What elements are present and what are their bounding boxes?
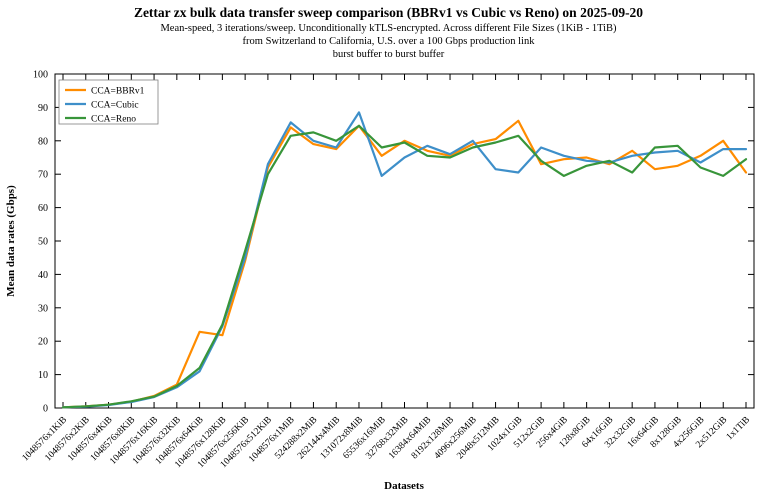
y-tick-label: 40 (38, 270, 48, 281)
x-axis-label: Datasets (384, 480, 424, 492)
legend-label-bbrv1: CCA=BBRv1 (91, 87, 145, 97)
chart-subtitle-2: from Switzerland to California, U.S. ove… (243, 36, 536, 47)
plot-generated-content: 01020304050607080901001048576x1KiB104857… (21, 70, 754, 470)
y-axis-label: Mean data rates (Gbps) (5, 185, 17, 297)
y-tick-label: 50 (38, 237, 48, 248)
series-line-reno (61, 124, 748, 409)
x-tick-label: 1x1TiB (725, 415, 752, 442)
y-tick-label: 90 (38, 103, 48, 114)
legend-label-reno: CCA=Reno (91, 115, 136, 125)
legend-box (58, 79, 159, 125)
y-tick-label: 60 (38, 203, 48, 214)
y-tick-label: 20 (38, 337, 48, 348)
chart-title: Zettar zx bulk data transfer sweep compa… (134, 5, 643, 20)
y-tick-label: 80 (38, 136, 48, 147)
y-tick-label: 10 (38, 370, 48, 381)
y-tick-label: 70 (38, 170, 48, 181)
y-tick-label: 0 (43, 404, 48, 415)
chart-subtitle-3: burst buffer to burst buffer (333, 49, 445, 60)
y-tick-label: 100 (33, 70, 48, 81)
series-line-bbrv1 (61, 119, 748, 409)
plot-border (54, 73, 755, 409)
legend-label-cubic: CCA=Cubic (91, 101, 139, 111)
series-line-cubic (61, 111, 748, 409)
chart-subtitle-1: Mean-speed, 3 iterations/sweep. Uncondit… (160, 23, 617, 34)
y-tick-label: 30 (38, 303, 48, 314)
